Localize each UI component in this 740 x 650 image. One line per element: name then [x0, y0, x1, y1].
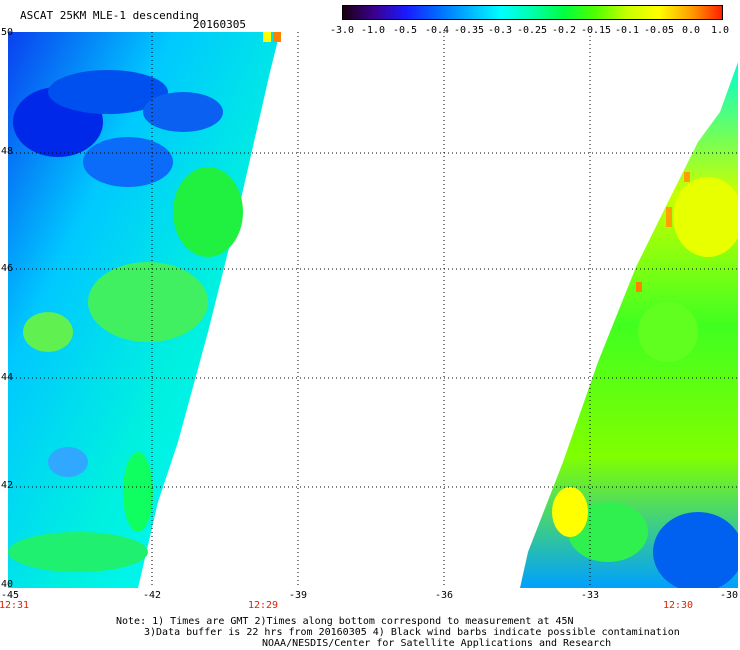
lat-label: 40	[1, 579, 14, 590]
map-date: 20160305	[193, 18, 246, 31]
lon-label: -36	[434, 590, 454, 601]
colorbar-label: -0.05	[643, 25, 675, 36]
colorbar-label: -1.0	[360, 25, 386, 36]
colorbar-label: -0.2	[551, 25, 577, 36]
time-label: 12:29	[247, 600, 279, 611]
colorbar-label: -0.3	[487, 25, 513, 36]
lon-label: -42	[142, 590, 162, 601]
time-label: 12:31	[0, 600, 30, 611]
grid	[8, 32, 738, 588]
colorbar-label: -0.5	[392, 25, 418, 36]
colorbar-label: -0.4	[424, 25, 450, 36]
map-title: ASCAT 25KM MLE-1 descending	[20, 9, 199, 22]
colorbar-label: 0.0	[681, 25, 701, 36]
colorbar-label: -0.25	[516, 25, 548, 36]
lat-label: 42	[1, 480, 14, 491]
left-swath	[8, 32, 281, 588]
colorbar	[342, 5, 723, 20]
footer-note-3: NOAA/NESDIS/Center for Satellite Applica…	[262, 638, 612, 649]
time-label: 12:30	[662, 600, 694, 611]
colorbar-label: -0.35	[453, 25, 485, 36]
footer-note-2: 3)Data buffer is 22 hrs from 20160305 4)…	[144, 627, 680, 638]
lat-label: 46	[1, 263, 14, 274]
footer-note-1: Note: 1) Times are GMT 2)Times along bot…	[116, 616, 574, 627]
colorbar-label: 1.0	[710, 25, 730, 36]
lon-label: -39	[288, 590, 308, 601]
colorbar-label: -3.0	[329, 25, 355, 36]
colorbar-label: -0.15	[580, 25, 612, 36]
lon-label: -30	[719, 590, 739, 601]
map-plot	[8, 32, 738, 588]
lat-label: 48	[1, 146, 14, 157]
lon-label: -45	[0, 590, 20, 601]
lon-label: -33	[580, 590, 600, 601]
right-swath	[520, 62, 738, 588]
lat-label: 50	[1, 27, 14, 38]
colorbar-label: -0.1	[614, 25, 640, 36]
lat-label: 44	[1, 372, 14, 383]
